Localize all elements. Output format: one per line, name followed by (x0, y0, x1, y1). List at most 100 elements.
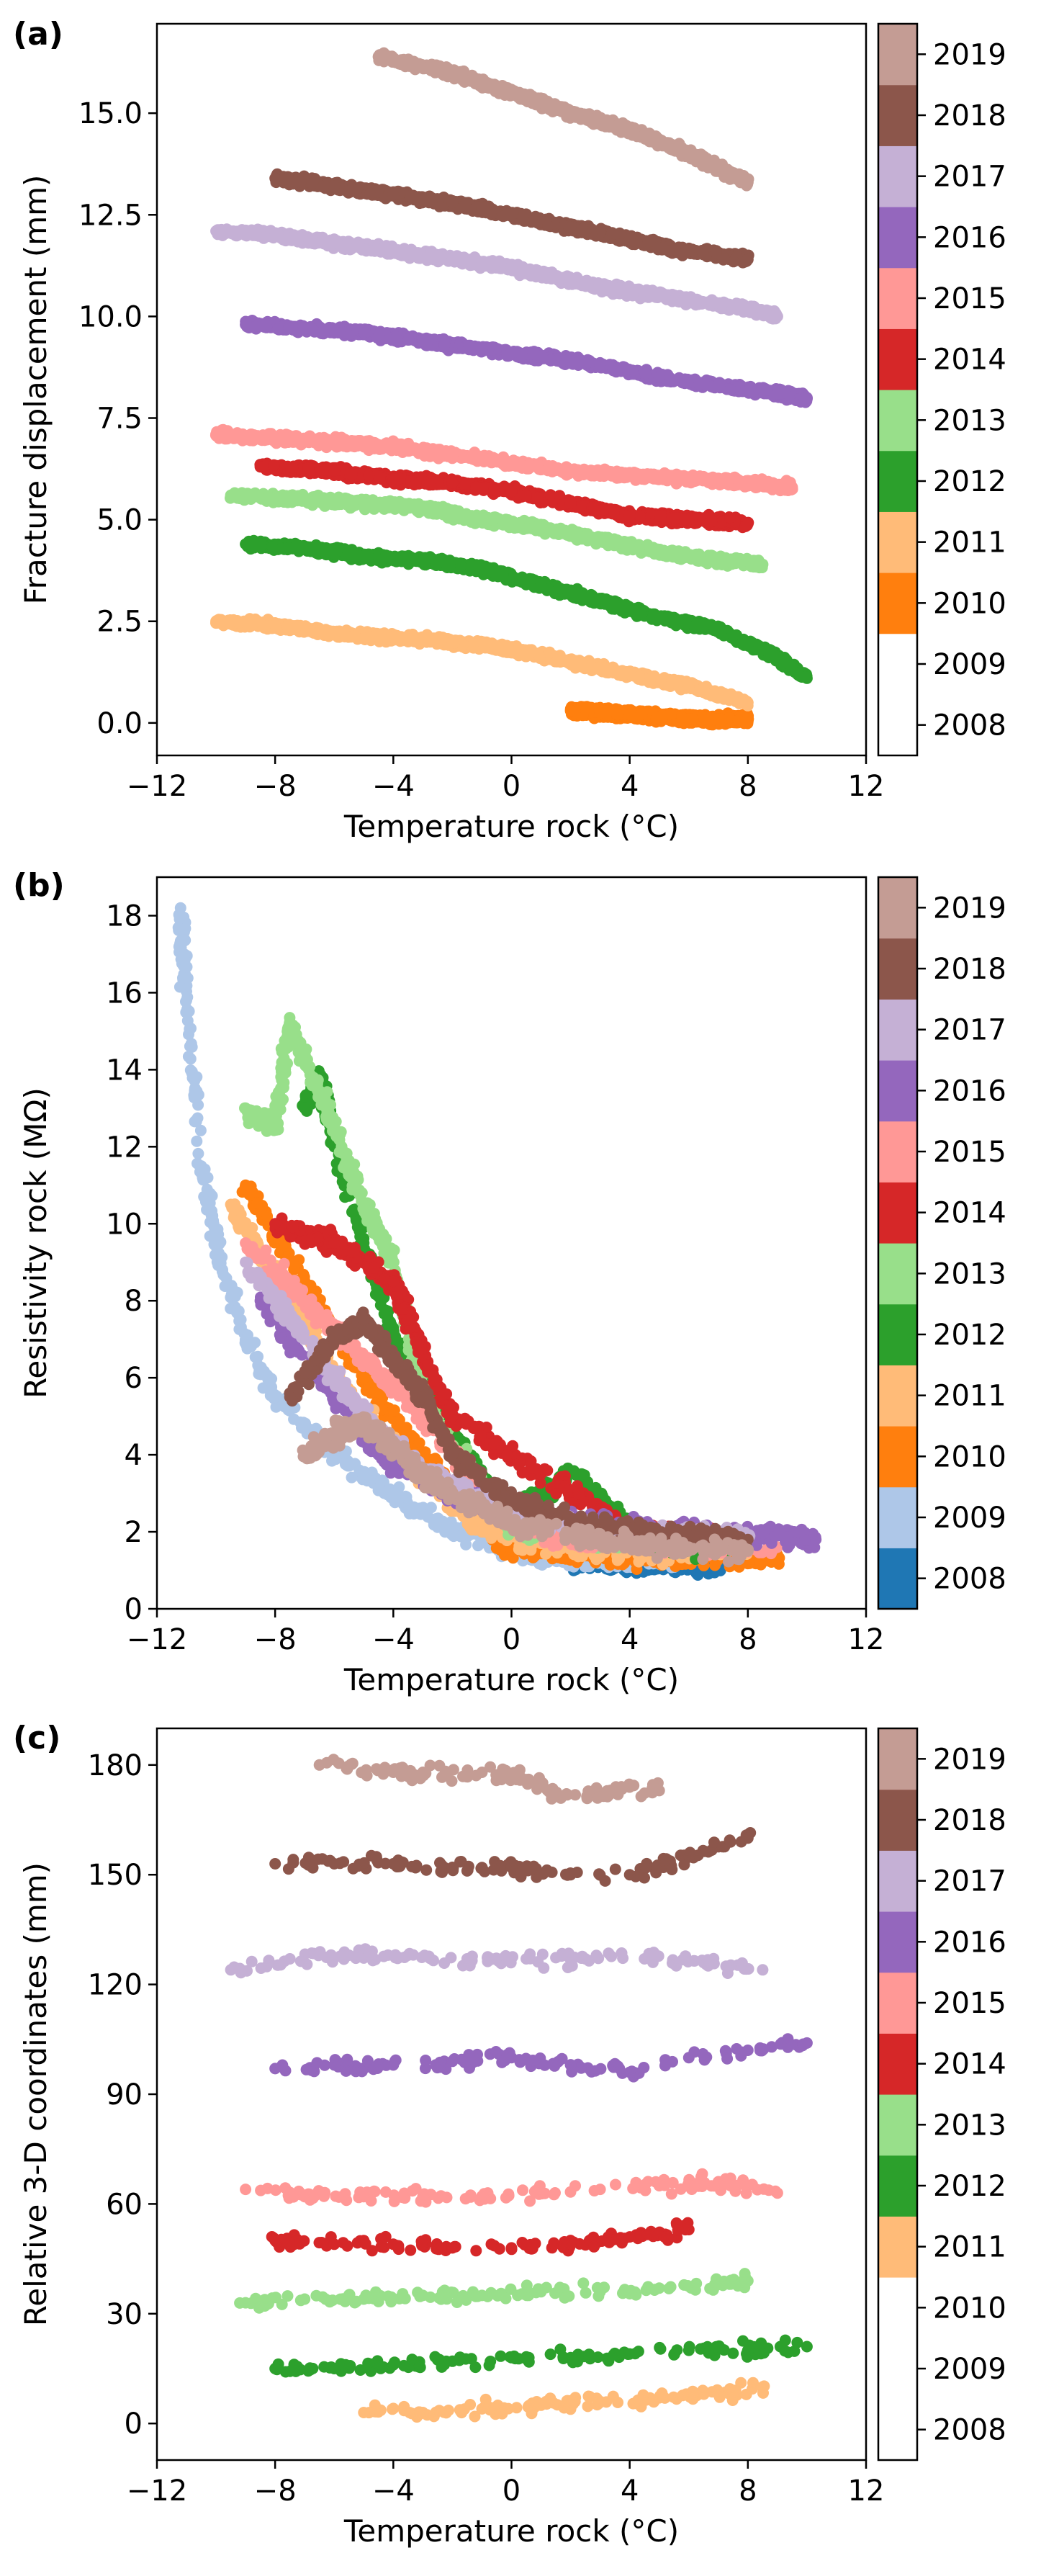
point (710, 688, 722, 701)
data-point (387, 632, 400, 644)
data-point (564, 656, 577, 668)
data-point (653, 711, 665, 723)
point (400, 498, 412, 510)
data-point (623, 668, 636, 681)
data-point (564, 704, 577, 717)
data-point (269, 619, 281, 632)
point (382, 500, 395, 512)
point (291, 619, 303, 632)
point (664, 709, 676, 721)
data-point (299, 542, 311, 555)
point (655, 675, 667, 686)
point (358, 632, 370, 645)
data-point (712, 624, 724, 635)
data-point (771, 652, 783, 664)
point (703, 555, 715, 567)
point (759, 641, 771, 653)
data-point (535, 521, 547, 534)
point (255, 535, 267, 547)
data-point (653, 546, 665, 558)
data-point (505, 644, 518, 656)
data-point (742, 696, 754, 709)
point (344, 502, 356, 514)
data-point (240, 538, 252, 550)
point (516, 571, 528, 583)
series-2010 (564, 701, 754, 731)
point (533, 651, 546, 663)
point (739, 637, 751, 650)
point (554, 583, 567, 595)
data-point (210, 615, 222, 627)
data-point (476, 562, 488, 575)
point (732, 714, 744, 727)
series-2013 (225, 487, 769, 574)
point (343, 631, 354, 643)
point (723, 692, 735, 704)
panel-label: (a) (13, 16, 63, 53)
point (407, 552, 420, 565)
point (302, 624, 315, 636)
point (380, 549, 392, 562)
point (695, 616, 707, 629)
point (503, 516, 515, 528)
data-point (594, 706, 606, 719)
point (724, 712, 736, 724)
data-point (417, 555, 429, 567)
point (578, 591, 590, 603)
data-point (712, 555, 724, 567)
point (466, 511, 478, 523)
data-point (476, 513, 488, 526)
point (467, 638, 479, 650)
point (243, 490, 255, 502)
data-point (299, 493, 311, 506)
point (315, 624, 327, 637)
panel-1: (a)−12 −8 −4 0 4 8 120.02.55.07.510.012.515.0T… (13, 16, 1006, 844)
data-point (682, 681, 695, 692)
point (441, 562, 454, 573)
data-point (682, 713, 695, 725)
point (628, 542, 640, 554)
point (266, 541, 279, 553)
data-point (757, 558, 769, 570)
point (546, 524, 558, 536)
point (576, 658, 588, 670)
data-point (358, 498, 370, 509)
data-point (594, 534, 606, 546)
data-point (623, 709, 636, 721)
point (371, 627, 384, 639)
data-point (801, 672, 813, 684)
point (497, 568, 509, 580)
data-point (712, 713, 724, 725)
point (623, 605, 635, 617)
data-point (417, 501, 429, 513)
point (606, 664, 618, 676)
point (569, 590, 581, 602)
point (455, 560, 467, 572)
point (634, 670, 646, 683)
point (694, 685, 706, 697)
data-point (328, 627, 341, 639)
series-2011 (210, 613, 754, 712)
point (318, 547, 330, 559)
point (247, 618, 259, 630)
point (522, 647, 534, 659)
point (685, 550, 698, 562)
data-point (446, 636, 459, 647)
point (233, 617, 245, 629)
point (445, 504, 457, 516)
point (573, 530, 585, 542)
point (605, 537, 618, 549)
scatter-area (209, 47, 813, 731)
point (611, 709, 623, 720)
point (256, 493, 268, 505)
point (341, 550, 353, 562)
data-point (653, 611, 665, 624)
point (419, 632, 431, 644)
point (490, 511, 502, 524)
point (404, 634, 416, 646)
data-point (742, 713, 754, 725)
point (696, 710, 708, 722)
point (520, 522, 533, 534)
data-point (535, 578, 547, 591)
